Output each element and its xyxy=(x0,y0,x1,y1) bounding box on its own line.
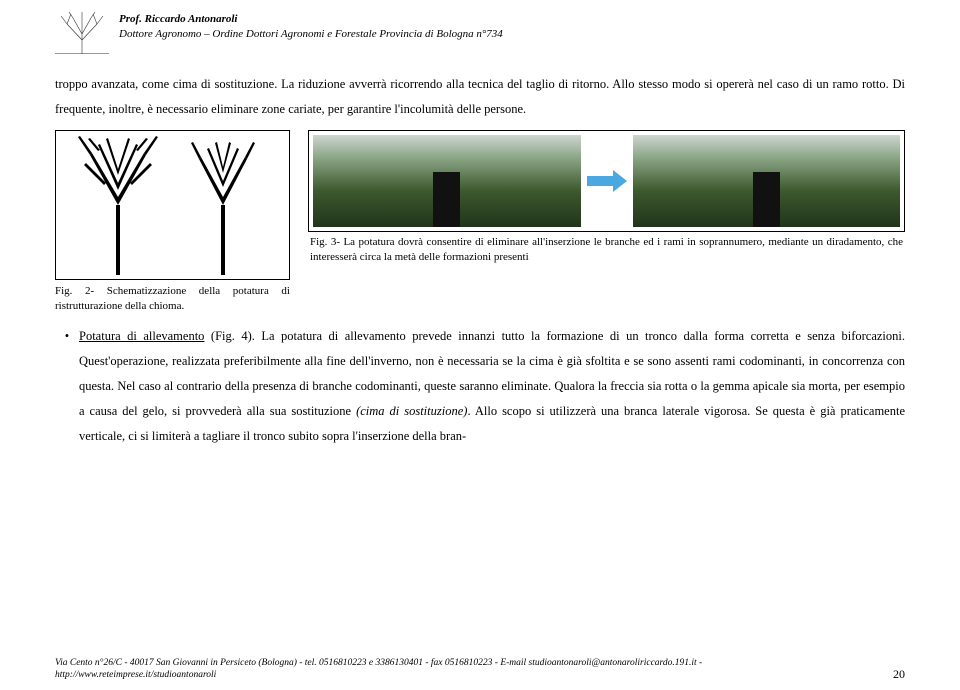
figure-3-photo-before xyxy=(313,135,581,227)
figure-3-images xyxy=(308,130,905,232)
figure-2-image xyxy=(55,130,290,280)
paragraph-1: troppo avanzata, come cima di sostituzio… xyxy=(55,72,905,122)
document-page: Prof. Riccardo Antonaroli Dottore Agrono… xyxy=(0,0,960,449)
figure-3-caption: Fig. 3- La potatura dovrà consentire di … xyxy=(308,235,905,265)
tree-logo-icon xyxy=(55,10,109,54)
letterhead-text: Prof. Riccardo Antonaroli Dottore Agrono… xyxy=(119,10,503,42)
footer-line1: Via Cento n°26/C - 40017 San Giovanni in… xyxy=(55,658,702,670)
figure-3-block: Fig. 3- La potatura dovrà consentire di … xyxy=(308,130,905,280)
bullet-italic: (cima di sostituzione) xyxy=(356,404,467,418)
author-subtitle: Dottore Agronomo – Ordine Dottori Agrono… xyxy=(119,27,503,42)
letterhead: Prof. Riccardo Antonaroli Dottore Agrono… xyxy=(55,10,905,54)
bullet-marker-icon: • xyxy=(55,324,79,349)
figure-2-caption: Fig. 2- Schematizzazione della potatura … xyxy=(55,284,290,314)
page-footer: Via Cento n°26/C - 40017 San Giovanni in… xyxy=(55,658,905,682)
figures-row: Fig. 3- La potatura dovrà consentire di … xyxy=(55,130,905,280)
figure-3-photo-after xyxy=(633,135,901,227)
arrow-right-icon xyxy=(585,135,629,227)
bullet-lead-underline: Potatura di allevamento xyxy=(79,329,204,343)
author-name: Prof. Riccardo Antonaroli xyxy=(119,12,503,27)
bullet-paragraph: • Potatura di allevamento (Fig. 4). La p… xyxy=(55,324,905,449)
paragraph-bullet-text: Potatura di allevamento (Fig. 4). La pot… xyxy=(79,324,905,449)
page-number: 20 xyxy=(887,667,905,682)
footer-line2: http://www.reteimprese.it/studioantonaro… xyxy=(55,670,702,682)
footer-text: Via Cento n°26/C - 40017 San Giovanni in… xyxy=(55,658,702,682)
